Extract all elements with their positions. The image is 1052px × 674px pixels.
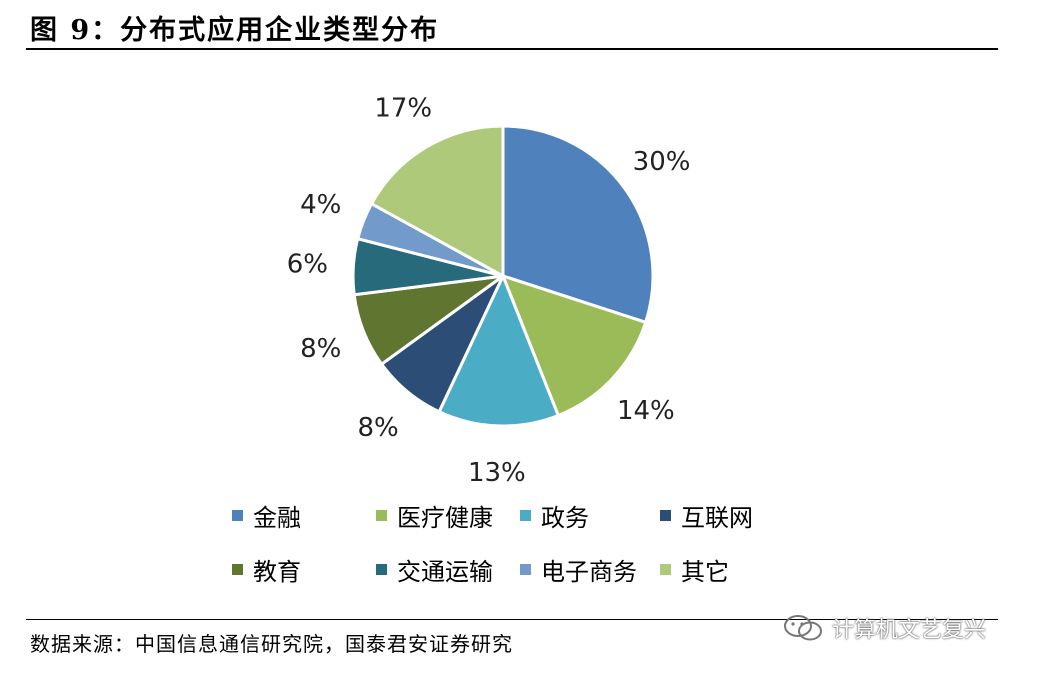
legend-label: 政务 — [541, 504, 589, 532]
data-label-1: 30% — [633, 147, 691, 177]
watermark-text: 计算机文艺复兴 — [832, 618, 987, 643]
legend-label: 医疗健康 — [397, 504, 493, 532]
legend-label: 教育 — [253, 558, 301, 586]
watermark: 计算机文艺复兴 — [782, 612, 986, 644]
legend-label: 交通运输 — [397, 558, 493, 586]
pie-slice-8 — [370, 124, 505, 278]
top-rule — [26, 48, 998, 50]
data-label-4: 8% — [357, 413, 398, 443]
legend-swatch — [232, 564, 243, 575]
legend-swatch — [232, 510, 243, 521]
data-label-3: 13% — [468, 458, 526, 488]
legend-item-7: 电子商务 — [520, 552, 637, 587]
pie-slice-3 — [437, 274, 560, 428]
legend-item-3: 政务 — [520, 498, 589, 533]
legend-label: 其它 — [681, 558, 729, 586]
legend-item-4: 互联网 — [660, 498, 753, 533]
source-note: 数据来源：中国信息通信研究院，国泰君安证券研究 — [30, 632, 513, 656]
legend-label: 金融 — [253, 504, 301, 532]
legend-item-1: 金融 — [232, 498, 301, 533]
pie-slice-2 — [501, 274, 648, 417]
data-label-6: 6% — [287, 250, 328, 280]
wechat-icon — [782, 613, 826, 643]
legend-label: 互联网 — [681, 504, 753, 532]
legend-swatch — [376, 510, 387, 521]
legend-swatch — [376, 564, 387, 575]
legend-label: 电子商务 — [541, 558, 637, 586]
pie-chart: 30% 14% 13% 8% 8% 6% 4% 17% — [287, 93, 691, 488]
pie-data-labels: 30% 14% 13% 8% 8% 6% 4% 17% — [287, 93, 691, 488]
legend-swatch — [660, 510, 671, 521]
legend-swatch — [660, 564, 671, 575]
data-label-7: 4% — [300, 190, 341, 220]
data-label-8: 17% — [374, 93, 432, 123]
legend-item-6: 交通运输 — [376, 552, 493, 587]
pie-slices — [351, 124, 655, 428]
legend-item-5: 教育 — [232, 552, 301, 587]
legend-item-2: 医疗健康 — [376, 498, 493, 533]
data-label-2: 14% — [617, 396, 675, 426]
legend-item-8: 其它 — [660, 552, 729, 587]
legend-swatch — [520, 510, 531, 521]
pie-slice-1 — [501, 124, 655, 324]
data-label-5: 8% — [300, 334, 341, 364]
figure-title: 图 9：分布式应用企业类型分布 — [30, 15, 440, 46]
bottom-rule — [26, 619, 998, 620]
legend-swatch — [520, 564, 531, 575]
